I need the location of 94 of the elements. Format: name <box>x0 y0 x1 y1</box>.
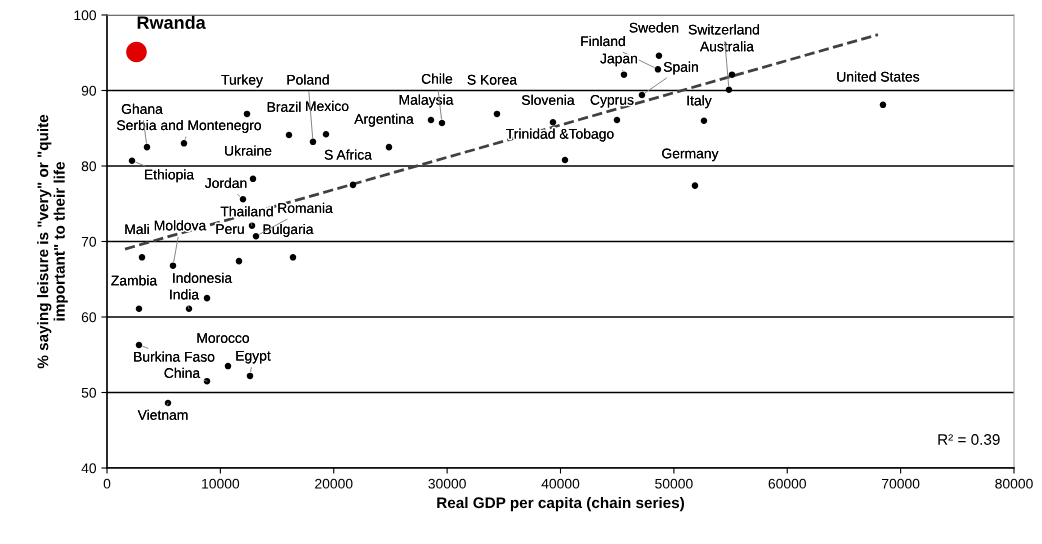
point <box>243 110 251 118</box>
annotation: Indonesia <box>173 272 233 283</box>
annotation: Germany <box>662 148 719 162</box>
point <box>246 372 254 380</box>
annotation: Switzerland <box>688 24 759 35</box>
annotation: Burkina Faso <box>134 351 215 362</box>
x-axis-title: Real GDP per capita (chain series) <box>437 496 685 512</box>
y-tick-label: 50 <box>81 387 97 398</box>
point <box>655 52 663 60</box>
point <box>235 257 243 265</box>
annotation: R² = 0.39 <box>938 434 1000 445</box>
annotation: Zambia <box>111 275 158 286</box>
point <box>239 195 247 203</box>
annotation: Serbia and Montenegro <box>117 119 261 133</box>
point <box>169 262 177 269</box>
point <box>561 156 569 164</box>
annotation: Cyprus <box>590 94 634 108</box>
annotation: Poland <box>287 74 329 85</box>
point <box>613 116 621 124</box>
x-tick-label: 60000 <box>768 478 807 489</box>
annotation: Slovenia <box>521 94 575 105</box>
point <box>427 116 435 124</box>
point <box>725 86 733 93</box>
annotation: Mali <box>125 223 149 235</box>
point <box>700 117 708 124</box>
annotation: Jordan <box>204 177 247 188</box>
annotation: India <box>170 289 200 300</box>
point <box>879 101 887 109</box>
point <box>322 131 330 138</box>
y-axis-title: % saying leisure is "very" or "quite important" to their life <box>37 114 68 369</box>
annotation: Japan <box>600 53 637 67</box>
annotation: Sweden <box>629 22 679 33</box>
annotation: Peru <box>216 224 244 234</box>
annotation: Moldova <box>154 220 207 231</box>
y-tick-label: 40 <box>81 463 97 474</box>
annotation: Egypt <box>236 350 271 364</box>
point <box>691 182 699 189</box>
point <box>349 181 357 189</box>
x-tick-label: 30000 <box>428 478 466 489</box>
point <box>728 71 736 78</box>
point <box>224 362 232 370</box>
annotation: Chile <box>421 73 453 84</box>
point <box>549 118 557 126</box>
annotation: S Africa <box>324 149 372 160</box>
x-tick-label: 50000 <box>655 478 693 489</box>
point <box>249 175 257 183</box>
y-tick-label: 80 <box>81 161 97 172</box>
point <box>135 305 143 312</box>
annotation: Vietnam <box>137 409 188 420</box>
point <box>309 138 317 146</box>
point <box>285 131 293 139</box>
x-tick-label: 40000 <box>541 478 580 489</box>
annotation: Mexico <box>306 100 349 112</box>
annotation: China <box>164 367 201 378</box>
point <box>252 232 260 240</box>
point <box>128 157 136 164</box>
y-tick-label: 100 <box>74 10 97 21</box>
annotation: Australia <box>699 41 754 52</box>
point <box>385 143 393 151</box>
annotation: United States <box>837 71 920 82</box>
x-tick-label: 10000 <box>202 478 240 489</box>
annotation: Ukraine <box>225 145 272 156</box>
annotation: Romania <box>278 202 333 213</box>
point <box>638 91 646 99</box>
point <box>438 119 446 127</box>
point <box>493 110 501 118</box>
x-tick-label: 80000 <box>995 478 1033 489</box>
annotation: Morocco <box>197 333 250 343</box>
annotation: Argentina <box>354 113 414 127</box>
y-tick-label: 60 <box>81 312 97 323</box>
x-tick-label: 0 <box>103 478 111 489</box>
point <box>143 143 151 151</box>
annotation: Spain <box>663 61 698 75</box>
x-tick-label: 20000 <box>315 478 353 489</box>
point <box>289 254 297 261</box>
annotation: Turkey <box>221 74 263 88</box>
point <box>135 341 143 349</box>
x-tick-label: 70000 <box>882 478 920 489</box>
annotation: Ethiopia <box>145 169 195 183</box>
annotation: Ghana <box>121 103 163 114</box>
series-label: Rwanda <box>137 15 206 29</box>
point <box>180 140 188 147</box>
annotation: Brazil <box>267 101 301 112</box>
annotation: S Korea <box>467 74 518 85</box>
y-tick-label: 90 <box>81 85 97 96</box>
annotation: Bulgaria <box>263 223 314 237</box>
point <box>138 254 146 261</box>
point <box>654 66 662 73</box>
y-tick-label: 70 <box>81 236 97 247</box>
point <box>620 71 628 78</box>
annotation: Italy <box>687 95 712 109</box>
annotation: Malaysia <box>399 94 454 108</box>
point <box>203 294 211 302</box>
annotation: Finland <box>581 35 625 47</box>
